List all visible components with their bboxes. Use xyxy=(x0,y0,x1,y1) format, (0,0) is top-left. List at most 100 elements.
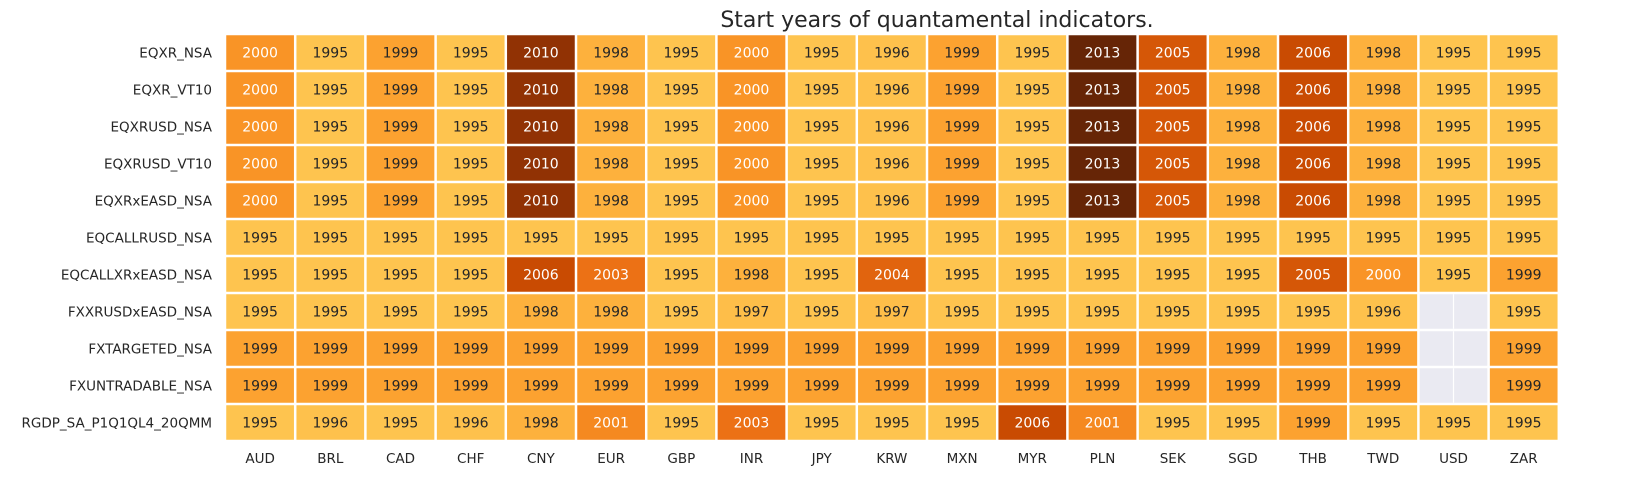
heatmap-cell xyxy=(1489,146,1558,181)
column-label: THB xyxy=(1298,451,1327,467)
cell-value-label: 1997 xyxy=(734,305,770,321)
heatmap-cell xyxy=(1068,146,1137,181)
heatmap-cell xyxy=(1068,294,1137,329)
heatmap-cell xyxy=(1279,368,1347,403)
heatmap-cell xyxy=(577,257,645,292)
cell-value-label: 1995 xyxy=(1506,157,1542,173)
cell-value-label: 1995 xyxy=(312,83,348,99)
cell-value-label: 1995 xyxy=(804,305,840,321)
heatmap-cell xyxy=(507,368,575,403)
heatmap-cell xyxy=(928,368,996,403)
cell-value-label: 1995 xyxy=(1436,194,1472,210)
cell-value-label: 1995 xyxy=(1295,305,1331,321)
cell-value-label: 2006 xyxy=(1295,46,1331,62)
column-tick-labels: AUD BRL CAD CHF CNY EUR GBP INR JPY KRW MXN MYR PLN S… xyxy=(245,451,1537,467)
cell-value-label: 2005 xyxy=(1155,83,1191,99)
heatmap-cell xyxy=(1138,331,1207,366)
cell-value-label: 2006 xyxy=(1295,157,1331,173)
cell-value-label: 1998 xyxy=(1365,120,1401,136)
cell-value-label: 1995 xyxy=(874,416,910,432)
heatmap-cell xyxy=(226,146,294,181)
cell-value-label: 1995 xyxy=(1436,83,1472,99)
column-label: KRW xyxy=(876,451,907,467)
cell-value-label: 1999 xyxy=(1506,379,1542,395)
cell-value-label: 1999 xyxy=(1506,268,1542,284)
cell-value-label: 1998 xyxy=(593,305,629,321)
heatmap-cell xyxy=(1279,294,1347,329)
heatmap-cell xyxy=(577,72,645,107)
heatmap-cell xyxy=(647,257,716,292)
heatmap-cell xyxy=(1419,183,1488,218)
cell-value-label: 1998 xyxy=(1365,83,1401,99)
heatmap-cell xyxy=(1419,72,1488,107)
heatmap-cell xyxy=(1279,72,1347,107)
row-label: EQXR_VT10 xyxy=(133,83,212,99)
cell-value-label: 1995 xyxy=(1436,268,1472,284)
heatmap-cell xyxy=(577,146,645,181)
heatmap-cell xyxy=(1279,405,1347,440)
cell-value-label: 1995 xyxy=(312,120,348,136)
cell-value-label: 1995 xyxy=(804,46,840,62)
heatmap-cell xyxy=(717,146,786,181)
column-label: ZAR xyxy=(1510,451,1538,467)
cell-value-label: 1995 xyxy=(1155,268,1191,284)
cell-value-label: 1995 xyxy=(1506,305,1542,321)
heatmap-cell xyxy=(787,294,856,329)
heatmap-cell xyxy=(1349,72,1418,107)
column-label: PLN xyxy=(1090,451,1116,467)
heatmap-cell xyxy=(507,72,575,107)
cell-value-label: 1999 xyxy=(874,342,910,358)
cell-value-label: 2010 xyxy=(523,120,559,136)
heatmap-cell xyxy=(1489,109,1558,144)
cell-value-label: 1995 xyxy=(1014,120,1050,136)
heatmap-cell xyxy=(226,109,294,144)
cell-value-label: 1999 xyxy=(734,342,770,358)
heatmap-cell xyxy=(1349,183,1418,218)
heatmap-cell xyxy=(1279,183,1347,218)
cell-value-label: 1995 xyxy=(312,231,348,247)
cell-value-label: 1995 xyxy=(804,120,840,136)
heatmap-cell xyxy=(507,294,575,329)
cell-value-label: 1995 xyxy=(453,157,489,173)
cell-value-label: 1999 xyxy=(734,379,770,395)
heatmap-cell xyxy=(787,220,856,255)
cell-value-label: 1998 xyxy=(593,194,629,210)
heatmap-cell xyxy=(1349,405,1418,440)
heatmap-cell xyxy=(296,220,365,255)
cell-value-label: 2013 xyxy=(1085,194,1121,210)
heatmap-cell xyxy=(717,183,786,218)
heatmap-cell xyxy=(366,72,435,107)
cell-value-label: 1995 xyxy=(1014,305,1050,321)
heatmap-cell xyxy=(1138,183,1207,218)
cell-value-label: 2006 xyxy=(523,268,559,284)
heatmap-cell xyxy=(717,72,786,107)
heatmap-cell xyxy=(928,146,996,181)
column-label: SEK xyxy=(1160,451,1187,467)
heatmap-cell xyxy=(1068,183,1137,218)
heatmap-cell xyxy=(507,183,575,218)
heatmap-cell xyxy=(436,146,505,181)
cell-value-label: 1995 xyxy=(383,268,419,284)
column-label: MXN xyxy=(947,451,978,467)
cell-value-label: 1995 xyxy=(453,120,489,136)
cell-value-label: 1995 xyxy=(804,157,840,173)
heatmap-cell xyxy=(366,35,435,70)
heatmap-cell xyxy=(1138,109,1207,144)
heatmap-cell xyxy=(507,146,575,181)
cell-value-label: 2000 xyxy=(242,157,278,173)
cell-value-label: 2005 xyxy=(1155,194,1191,210)
cell-value-label: 1999 xyxy=(383,342,419,358)
cell-value-label: 1996 xyxy=(874,157,910,173)
column-label: MYR xyxy=(1018,451,1047,467)
cell-value-label: 2005 xyxy=(1295,268,1331,284)
heatmap-cell xyxy=(928,220,996,255)
cell-value-label: 2010 xyxy=(523,194,559,210)
heatmap-cell xyxy=(1419,405,1488,440)
heatmap-cell xyxy=(1068,405,1137,440)
cell-value-label: 1995 xyxy=(1295,231,1331,247)
heatmap-cell xyxy=(226,405,294,440)
cell-value-label: 1998 xyxy=(523,416,559,432)
cell-value-label: 1995 xyxy=(663,305,699,321)
cell-value-label: 1996 xyxy=(874,120,910,136)
